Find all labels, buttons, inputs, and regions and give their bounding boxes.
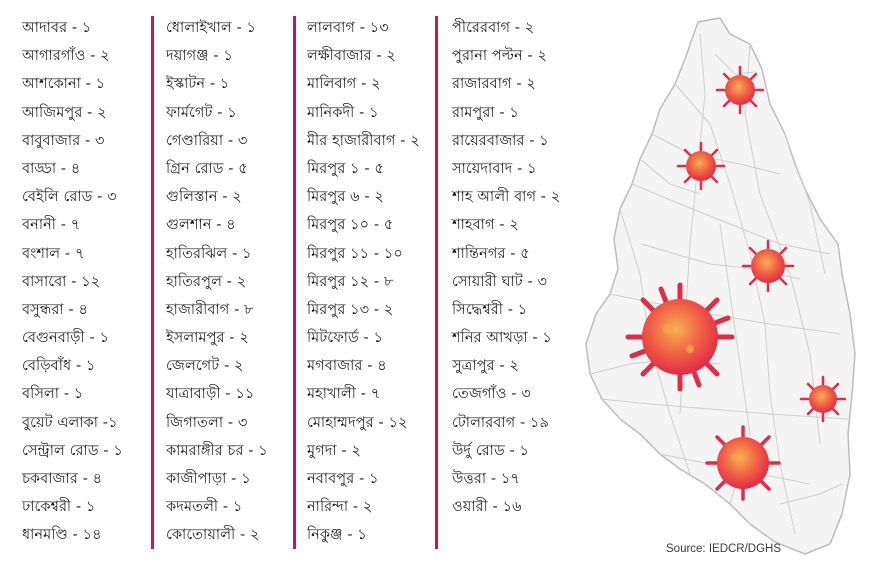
area-count-item: বনানী - ৭ bbox=[22, 217, 81, 234]
area-count-item: রায়েরবাজার - ১ bbox=[452, 132, 549, 149]
area-count-item: নিকুঞ্জ - ১ bbox=[307, 527, 367, 544]
area-count-item: সিদ্ধেশ্বরী - ১ bbox=[452, 301, 528, 318]
area-count-item: লালবাগ - ১৩ bbox=[307, 20, 389, 36]
area-count-item: আশকোনা - ১ bbox=[22, 76, 106, 93]
area-count-item: মুগদা - ২ bbox=[307, 442, 361, 459]
area-count-item: কদমতলী - ১ bbox=[166, 499, 243, 516]
area-count-item: কাজীপাড়া - ১ bbox=[166, 471, 251, 487]
source-credit: Source: IEDCR/DGHS bbox=[666, 543, 782, 555]
area-count-item: মিরপুর ১ - ৫ bbox=[307, 160, 384, 177]
area-count-item: টোলারবাগ - ১৯ bbox=[452, 414, 550, 431]
area-count-item: হাজারীবাগ - ৮ bbox=[166, 301, 254, 318]
virus-icon bbox=[705, 425, 781, 501]
area-count-item: চকবাজার - ৪ bbox=[22, 471, 103, 487]
area-count-item: হাতিরপুল - ২ bbox=[166, 273, 247, 290]
area-count-item: আদাবর - ১ bbox=[22, 20, 92, 36]
area-count-item: তেজগাঁও - ৩ bbox=[452, 386, 531, 403]
area-count-item: মগবাজার - ৪ bbox=[307, 358, 387, 375]
area-count-item: পুরানা পল্টন - ২ bbox=[452, 48, 547, 65]
area-count-item: জিগাতলা - ৩ bbox=[166, 414, 248, 431]
area-count-item: রামপুরা - ১ bbox=[452, 104, 519, 121]
area-count-item: যাত্রাবাড়ী - ১১ bbox=[166, 386, 255, 403]
area-count-item: লক্ষীবাজার - ২ bbox=[307, 48, 396, 65]
area-count-item: সেন্ট্রাল রোড - ১ bbox=[22, 442, 123, 459]
area-count-item: উর্দু রোড - ১ bbox=[452, 442, 530, 459]
area-count-item: মিরপুর ১০ - ৫ bbox=[307, 217, 394, 234]
area-count-item: ফার্মগেট - ১ bbox=[166, 104, 237, 121]
area-count-item: বাসাবো - ১২ bbox=[22, 273, 101, 290]
area-list-column-4: পীরেরবাগ - ২ পুরানা পল্টন - ২ রাজারবাগ - ২… bbox=[452, 14, 560, 521]
area-count-item: ইসলামপুর - ২ bbox=[166, 330, 249, 347]
area-count-item: পীরেরবাগ - ২ bbox=[452, 20, 535, 36]
virus-icon bbox=[625, 282, 735, 392]
area-count-item: নবাবপুর - ১ bbox=[307, 471, 379, 487]
area-count-item: মিটফোর্ড - ১ bbox=[307, 330, 384, 347]
area-count-item: বেগুনবাড়ী - ১ bbox=[22, 330, 110, 347]
area-count-item: উত্তরা - ১৭ bbox=[452, 471, 520, 487]
area-count-item: বেড়িবাঁধ - ১ bbox=[22, 358, 96, 375]
area-count-item: ধানমণ্ডি - ১৪ bbox=[22, 527, 102, 544]
area-count-item: শাহ আলী বাগ - ২ bbox=[452, 189, 561, 206]
area-count-item: মিরপুর ১৩ - ২ bbox=[307, 301, 394, 318]
area-count-item: গুলশান - ৪ bbox=[166, 217, 236, 234]
area-count-item: মিরপুর ৬ - ২ bbox=[307, 189, 384, 206]
area-count-item: ঢাকেশ্বরী - ১ bbox=[22, 499, 96, 516]
area-count-item: মানিকদী - ১ bbox=[307, 104, 379, 121]
area-count-item: মোহাম্মদপুর - ১২ bbox=[307, 414, 408, 431]
area-count-item: বুয়েট এলাকা -১ bbox=[22, 414, 118, 431]
area-count-item: বংশাল - ৭ bbox=[22, 245, 85, 262]
area-count-item: রাজারবাগ - ২ bbox=[452, 76, 536, 93]
column-divider bbox=[435, 16, 438, 549]
area-list-column-3: লালবাগ - ১৩ লক্ষীবাজার - ২ মালিবাগ - ২ মানি… bbox=[307, 14, 420, 550]
area-count-item: নারিন্দা - ২ bbox=[307, 499, 373, 516]
area-count-item: ইস্কাটন - ১ bbox=[166, 76, 230, 93]
virus-icon bbox=[715, 65, 765, 115]
virus-icon bbox=[741, 239, 795, 293]
area-count-item: সোয়ারী ঘাট - ৩ bbox=[452, 273, 548, 290]
column-divider bbox=[293, 16, 296, 549]
area-count-item: সুত্রাপুর - ২ bbox=[452, 358, 519, 375]
area-count-item: আজিমপুর - ২ bbox=[22, 104, 107, 121]
area-count-item: গেণ্ডারিয়া - ৩ bbox=[166, 132, 248, 149]
area-count-item: মহাখালী - ৭ bbox=[307, 386, 381, 403]
area-count-item: ধোলাইখাল - ১ bbox=[166, 20, 257, 36]
column-divider bbox=[151, 16, 154, 549]
area-count-item: শনির আখড়া - ১ bbox=[452, 330, 552, 347]
area-count-item: গুলিস্তান - ২ bbox=[166, 189, 242, 206]
area-count-item: মীর হাজারীবাগ - ২ bbox=[307, 132, 420, 149]
area-list-column-1: আদাবর - ১ আগারগাঁও - ২ আশকোনা - ১ আজিমপুর -… bbox=[22, 14, 123, 550]
area-count-item: কামরাঙ্গীর চর - ১ bbox=[166, 442, 268, 459]
area-count-item: কোতোয়ালী - ২ bbox=[166, 527, 260, 544]
area-count-item: সায়েদাবাদ - ১ bbox=[452, 160, 537, 177]
area-count-item: হাতিরঝিল - ১ bbox=[166, 245, 252, 262]
area-count-item: গ্রিন রোড - ৫ bbox=[166, 160, 248, 177]
virus-icon bbox=[799, 375, 847, 423]
area-count-item: দয়াগঞ্জ - ১ bbox=[166, 48, 233, 65]
area-count-item: মিরপুর ১২ - ৮ bbox=[307, 273, 394, 290]
area-count-item: বাড্ডা - ৪ bbox=[22, 160, 81, 177]
area-count-item: জেলগেট - ২ bbox=[166, 358, 244, 375]
area-count-item: বসুন্ধরা - ৪ bbox=[22, 301, 88, 318]
area-count-item: মিরপুর ১১ - ১০ bbox=[307, 245, 403, 262]
area-count-item: বেইলি রোড - ৩ bbox=[22, 189, 117, 206]
dhaka-map bbox=[585, 17, 856, 555]
area-count-item: মালিবাগ - ২ bbox=[307, 76, 381, 93]
area-count-item: ওয়ারী - ১৬ bbox=[452, 499, 522, 516]
area-count-item: বসিলা - ১ bbox=[22, 386, 84, 403]
area-count-item: বাবুবাজার - ৩ bbox=[22, 132, 105, 149]
area-list-column-2: ধোলাইখাল - ১ দয়াগঞ্জ - ১ ইস্কাটন - ১ ফার্ম… bbox=[166, 14, 268, 550]
virus-icon bbox=[676, 141, 726, 191]
area-count-item: শাহবাগ - ২ bbox=[452, 217, 519, 234]
area-count-item: শান্তিনগর - ৫ bbox=[452, 245, 530, 262]
area-count-item: আগারগাঁও - ২ bbox=[22, 48, 110, 65]
